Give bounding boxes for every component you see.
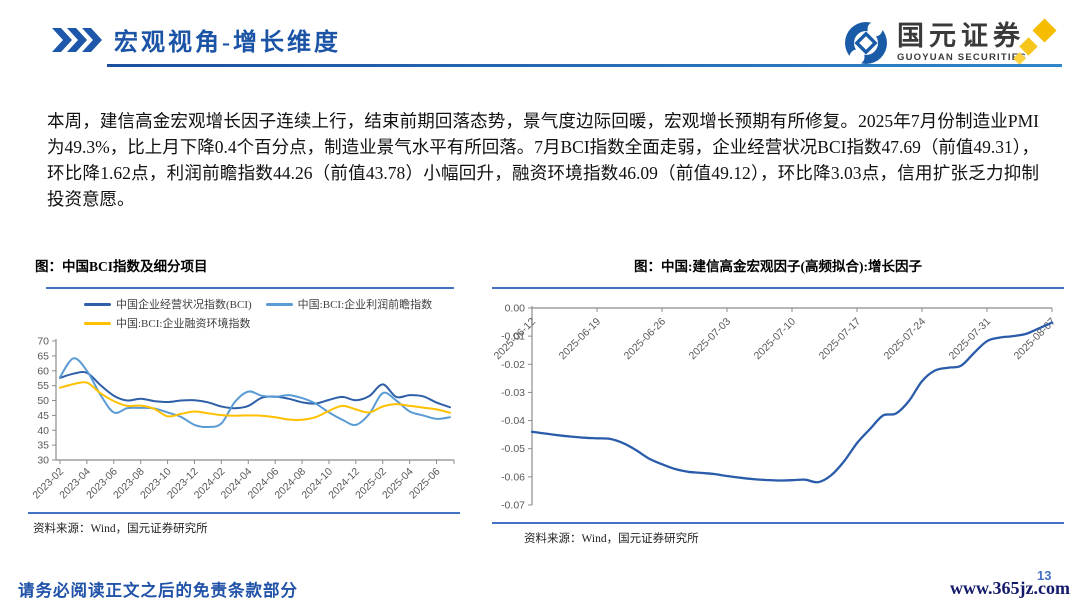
svg-text:2025-07-10: 2025-07-10 <box>752 316 799 363</box>
logo-mark-icon <box>843 20 889 66</box>
legend-item: 中国:BCI:企业融资环境指数 <box>84 315 250 331</box>
svg-text:2025-07-17: 2025-07-17 <box>817 316 864 363</box>
bci-chart-svg: 7065605550454035302023-022023-042023-062… <box>30 336 455 501</box>
svg-text:-0.02: -0.02 <box>501 359 525 371</box>
svg-text:-0.07: -0.07 <box>501 500 525 512</box>
report-paragraph: 本周，建信高金宏观增长因子连续上行，结束前期回落态势，景气度边际回暖，宏观增长预… <box>47 110 1039 209</box>
left-chart-legend: 中国企业经营状况指数(BCI) 中国:BCI:企业利润前瞻指数中国:BCI:企业融… <box>84 296 460 331</box>
page-title: 宏观视角-增长维度 <box>114 30 341 56</box>
page-number: 13 <box>1037 568 1052 583</box>
logo-cn-text: 国元证券 <box>897 21 1025 52</box>
svg-text:60: 60 <box>37 365 49 377</box>
svg-text:70: 70 <box>37 336 49 348</box>
svg-text:2025-07-24: 2025-07-24 <box>882 316 929 363</box>
svg-text:-0.01: -0.01 <box>501 331 525 343</box>
svg-text:55: 55 <box>37 380 49 392</box>
legend-label: 中国企业经营状况指数(BCI) <box>116 299 252 311</box>
bci-source-note: 资料来源：Wind，国元证券研究所 <box>33 523 208 535</box>
svg-text:2025-06-19: 2025-06-19 <box>557 316 604 363</box>
growth-factor-source-note: 资料来源：Wind，国元证券研究所 <box>524 533 699 545</box>
legend-item: 中国:BCI:企业利润前瞻指数 <box>265 296 433 312</box>
growth-factor-chart-section: 图：中国:建信高金宏观因子(高频拟合):增长因子 0.00 -0.01 -0.02 -… <box>492 255 1064 546</box>
legend-marker-icon <box>84 321 111 325</box>
growth-factor-source-rule <box>492 522 1064 524</box>
header-rule <box>107 64 1062 67</box>
legend-row: 中国:BCI:企业融资环境指数 <box>84 315 460 331</box>
watermark-link[interactable]: www.365jz.com <box>950 578 1070 598</box>
legend-item: 中国企业经营状况指数(BCI) <box>84 296 252 312</box>
growth-factor-chart-svg: 0.00 -0.01 -0.02 -0.03 -0.04 -0.05 -0.06 -0.07 2… <box>492 303 1059 512</box>
svg-text:30: 30 <box>37 455 49 467</box>
legend-marker-icon <box>265 302 293 306</box>
growth-factor-chart-title: 图：中国:建信高金宏观因子(高频拟合):增长因子 <box>634 259 922 274</box>
bci-source-rule <box>28 512 460 514</box>
logo-diamonds-icon <box>1013 18 1066 66</box>
logo: 国元证券 GUOYUAN SECURITIES <box>843 20 1027 66</box>
svg-text:2025-07-03: 2025-07-03 <box>687 316 734 363</box>
footer-disclaimer: 请务必阅读正文之后的免责条款部分 <box>18 581 298 600</box>
svg-text:-0.05: -0.05 <box>501 443 525 455</box>
svg-text:45: 45 <box>37 410 49 422</box>
bci-chart-title: 图：中国BCI指数及细分项目 <box>35 259 208 274</box>
svg-text:2025-06-26: 2025-06-26 <box>622 316 669 363</box>
svg-text:2025-06-12: 2025-06-12 <box>492 316 539 363</box>
legend-label: 中国:BCI:企业利润前瞻指数 <box>297 299 433 311</box>
growth-factor-title-rule <box>492 287 1064 289</box>
header-chevrons-icon <box>52 27 104 53</box>
svg-text:-0.04: -0.04 <box>501 415 525 427</box>
svg-text:50: 50 <box>37 395 49 407</box>
legend-label: 中国:BCI:企业融资环境指数 <box>116 318 251 330</box>
svg-text:40: 40 <box>37 425 49 437</box>
svg-text:2025-07-31: 2025-07-31 <box>947 316 994 363</box>
bci-chart-section: 图：中国BCI指数及细分项目 中国企业经营状况指数(BCI) 中国:BCI:企业利… <box>28 255 460 536</box>
legend-row: 中国企业经营状况指数(BCI) 中国:BCI:企业利润前瞻指数 <box>84 296 460 312</box>
svg-text:65: 65 <box>37 350 49 362</box>
svg-text:-0.06: -0.06 <box>501 471 525 483</box>
svg-text:-0.03: -0.03 <box>501 387 525 399</box>
logo-en-text: GUOYUAN SECURITIES <box>897 52 1027 64</box>
bci-title-rule <box>46 287 454 289</box>
svg-text:0.00: 0.00 <box>505 303 526 315</box>
legend-marker-icon <box>84 302 111 306</box>
svg-text:35: 35 <box>37 440 49 452</box>
